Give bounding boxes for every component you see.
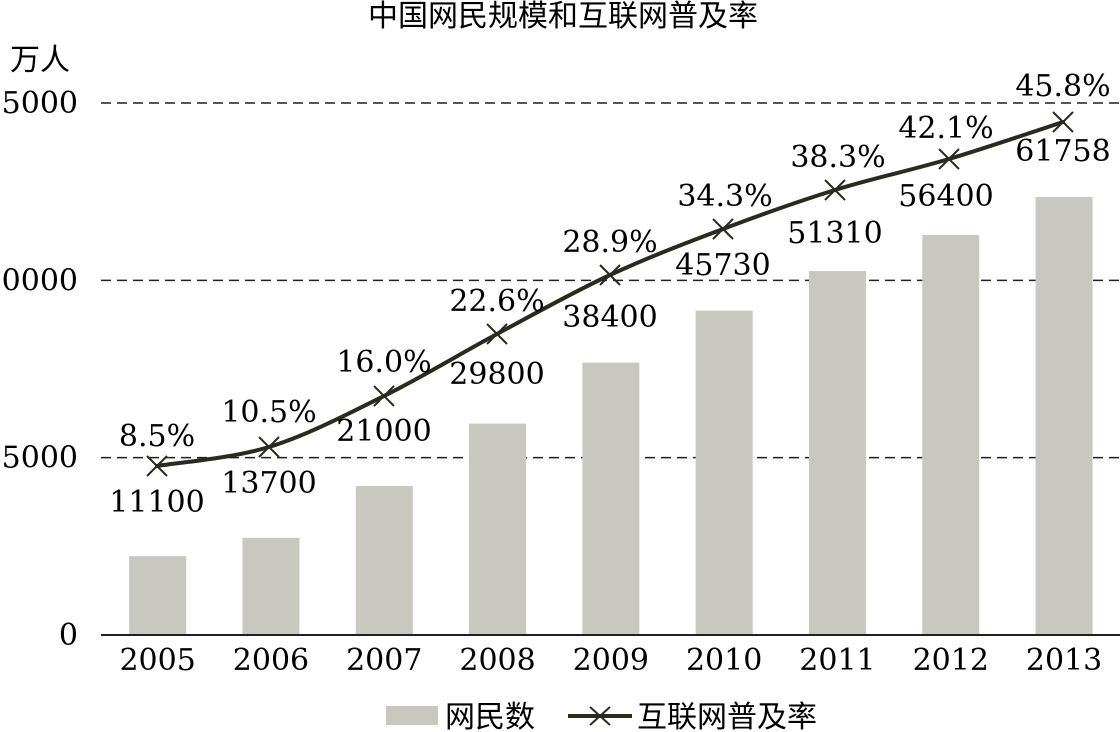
chart-title: 中国网民规模和互联网普及率 (368, 0, 758, 34)
rate-data-label: 22.6% (449, 284, 544, 319)
bar (582, 362, 640, 635)
x-tick-label: 2007 (346, 643, 422, 678)
legend-label-bar: 网民数 (445, 700, 535, 732)
bar-data-label: 21000 (336, 414, 431, 449)
x-axis-ticks: 2005 2006 2007 2008 2009 2010 2011 2012 2013 (119, 643, 1102, 678)
y-tick-label: 75000 (0, 86, 78, 121)
bar (1035, 196, 1093, 635)
legend-label-line: 互联网普及率 (637, 700, 817, 732)
bar (129, 556, 187, 635)
bar (355, 486, 413, 635)
bar-data-label: 38400 (562, 300, 657, 335)
line-marker (1052, 111, 1074, 133)
x-tick-label: 2006 (233, 643, 309, 678)
x-tick-label: 2005 (119, 643, 195, 678)
rate-data-label: 10.5% (221, 395, 316, 430)
line-marker (712, 218, 734, 240)
rate-data-label: 38.3% (790, 140, 885, 175)
x-tick-label: 2010 (686, 643, 762, 678)
bar-data-label: 51310 (787, 216, 882, 251)
bar (242, 537, 300, 635)
bar-data-label: 45730 (675, 248, 770, 283)
rate-data-label: 8.5% (119, 419, 195, 454)
y-tick-label: 25000 (0, 441, 78, 476)
y-axis-unit: 万人 (10, 43, 70, 78)
rate-data-label: 42.1% (898, 111, 993, 146)
legend: 网民数 互联网普及率 (386, 700, 817, 732)
bars (129, 196, 1093, 635)
line-marker (486, 323, 508, 345)
rate-data-label: 28.9% (562, 225, 657, 260)
rate-data-label: 34.3% (677, 179, 772, 214)
line-marker (938, 148, 960, 170)
x-tick-label: 2012 (913, 643, 989, 678)
bar (922, 234, 980, 635)
x-tick-label: 2008 (459, 643, 535, 678)
x-tick-label: 2009 (573, 643, 649, 678)
legend-swatch-marker (589, 706, 611, 726)
bar-data-label: 61758 (1015, 134, 1110, 169)
bar-data-label: 56400 (898, 179, 993, 214)
bar-data-label: 29800 (449, 357, 544, 392)
bar (469, 423, 527, 635)
line-marker (599, 264, 621, 286)
line-marker (373, 385, 395, 407)
rate-data-label: 45.8% (1015, 69, 1110, 104)
bar (695, 310, 753, 635)
rate-data-label: 16.0% (336, 345, 431, 380)
bar (808, 271, 866, 635)
y-tick-label: 0 (59, 618, 78, 653)
line-marker (824, 179, 846, 201)
bar-data-label: 11100 (109, 485, 204, 520)
bar-data-label: 13700 (221, 466, 316, 501)
line-marker (146, 455, 168, 477)
line-marker (258, 436, 280, 458)
penetration-line (146, 111, 1074, 477)
data-labels: 8.5% 10.5% 16.0% 22.6% 28.9% 34.3% 38.3% 42.1% 4… (109, 69, 1110, 520)
x-tick-label: 2013 (1026, 643, 1102, 678)
legend-swatch-bar (386, 706, 438, 725)
x-tick-label: 2011 (799, 643, 875, 678)
